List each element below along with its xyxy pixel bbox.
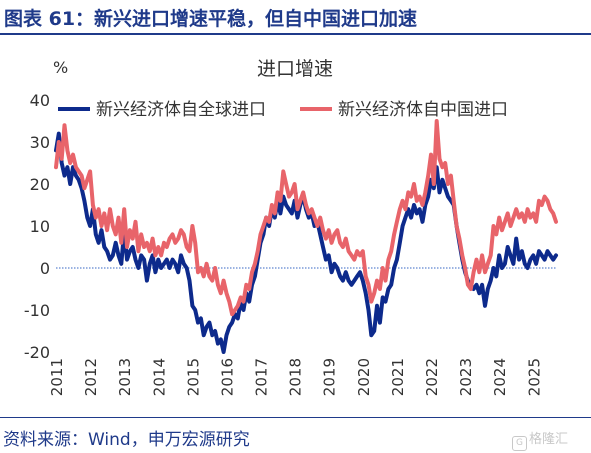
y-tick-label: 40: [30, 91, 50, 110]
figure-title: 图表 61：新兴进口增速平稳，但自中国进口加速: [4, 8, 418, 30]
x-tick-label: 2014: [150, 358, 168, 396]
x-tick-label: 2015: [184, 358, 202, 396]
y-tick-label: 20: [30, 175, 50, 194]
x-tick-label: 2013: [116, 358, 134, 396]
x-tick-label: 2018: [287, 358, 305, 396]
series-line-global: [54, 131, 558, 354]
y-tick-label: -10: [24, 301, 50, 320]
legend-label: 新兴经济体自全球进口: [96, 100, 266, 120]
y-tick-label: 30: [30, 133, 50, 152]
y-tick-label: -20: [24, 343, 50, 362]
import-growth-chart: % 进口增速 新兴经济体自全球进口 新兴经济体自中国进口 -20 -10 0 10 20 3…: [24, 58, 558, 396]
footer-rule: [0, 417, 591, 418]
x-tick-label: 2025: [525, 358, 543, 396]
x-tick-label: 2023: [457, 358, 475, 396]
x-tick-label: 2017: [253, 358, 271, 396]
chart-title: 进口增速: [257, 58, 333, 80]
x-tick-label: 2016: [219, 358, 237, 396]
figure-header: 图表 61：新兴进口增速平稳，但自中国进口加速: [0, 0, 591, 36]
legend-label: 新兴经济体自中国进口: [338, 100, 508, 120]
legend: 新兴经济体自全球进口 新兴经济体自中国进口: [58, 100, 508, 120]
y-tick-label: 0: [40, 259, 50, 278]
x-tick-label: 2020: [355, 358, 373, 396]
series-layer: [54, 119, 558, 354]
source-note: 资料来源：Wind，申万宏源研究: [3, 430, 250, 450]
x-tick-label: 2021: [389, 358, 407, 396]
watermark-logo-icon: G: [512, 436, 527, 451]
y-unit-label: %: [53, 58, 68, 77]
y-tick-label: 10: [30, 217, 50, 236]
x-tick-label: 2022: [423, 358, 441, 396]
x-tick-label: 2011: [48, 358, 66, 396]
watermark: G 格隆汇: [512, 428, 568, 451]
y-axis: -20 -10 0 10 20 30 40: [24, 91, 50, 362]
x-tick-label: 2019: [321, 358, 339, 396]
x-tick-label: 2012: [82, 358, 100, 396]
series-line-china: [54, 119, 558, 317]
watermark-text: 格隆汇: [529, 432, 569, 447]
header-rule: [0, 33, 591, 35]
x-tick-label: 2024: [491, 358, 509, 396]
x-axis: 2011 2012 2013 2014 2015 2016 2017 2018 2019 2020…: [48, 358, 543, 396]
